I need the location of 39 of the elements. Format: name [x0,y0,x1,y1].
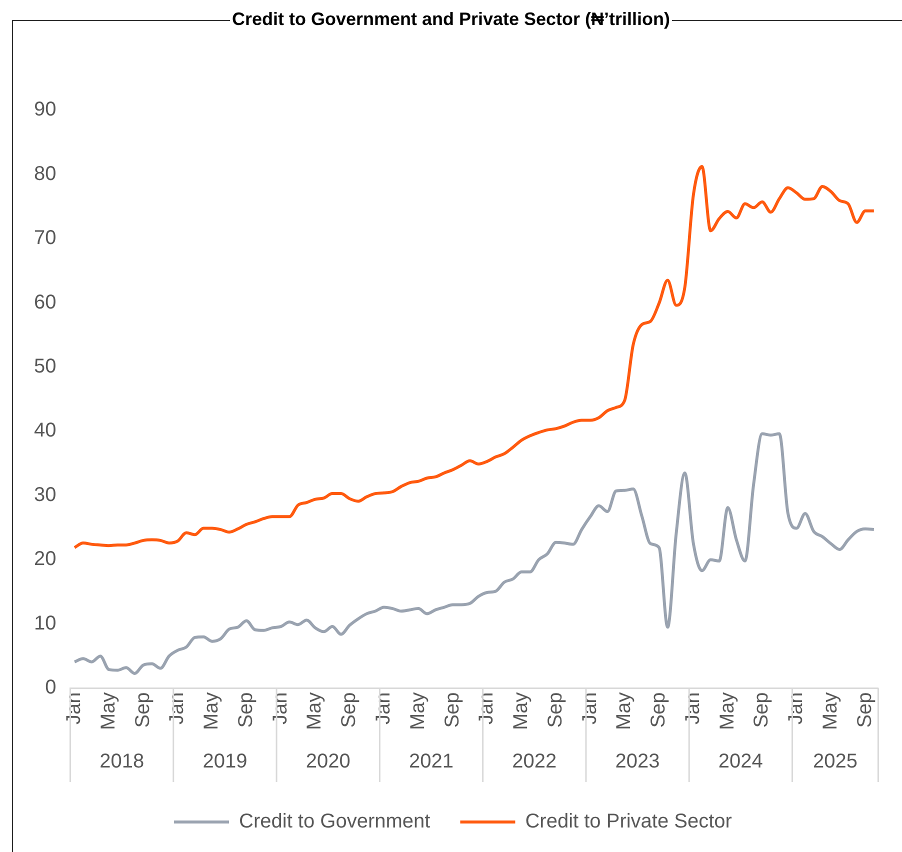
chart-title: Credit to Government and Private Sector (₦’trillion) [230,9,672,29]
x-tick-label: Sep [648,692,670,728]
x-tick-label: Sep [441,692,464,728]
x-tick-label: Sep [234,692,257,728]
x-tick-label: May [200,692,223,730]
x-tick-label: Sep [338,692,360,728]
x-tick-label: Sep [854,692,876,728]
text: 2022 [512,750,557,773]
x-tick-label: Sep [132,692,154,728]
text: 2025 [812,750,858,773]
y-tick-label: 90 [34,98,56,121]
legend-label: Credit to Private Sector [525,810,732,833]
text: 2020 [306,750,350,773]
y-tick-label: 20 [34,548,56,570]
x-tick-label: May [406,692,429,730]
y-tick-label: 60 [34,291,56,314]
text: 2018 [100,750,144,773]
x-tick-label: Sep [750,692,773,728]
text: 2021 [409,750,454,773]
legend-label: Credit to Government [239,810,431,833]
text: 2023 [615,750,660,773]
x-tick-label: May [716,692,738,730]
text: 2019 [202,750,248,773]
y-tick-label: 10 [34,612,56,634]
x-tick-label: May [97,692,120,730]
x-tick-label: May [613,692,636,730]
line-series [73,165,876,550]
y-tick-label: 40 [34,420,56,442]
y-tick-label: 0 [45,676,56,699]
line-series [73,432,876,675]
y-tick-label: 70 [34,227,56,250]
x-tick-label: Sep [544,692,566,728]
x-tick-label: May [510,692,532,730]
y-tick-label: 80 [34,162,56,185]
y-tick-label: 30 [34,484,56,506]
x-tick-label: May [819,692,842,730]
y-tick-label: 50 [34,356,56,378]
text: 2024 [718,750,763,773]
x-tick-label: May [304,692,326,730]
